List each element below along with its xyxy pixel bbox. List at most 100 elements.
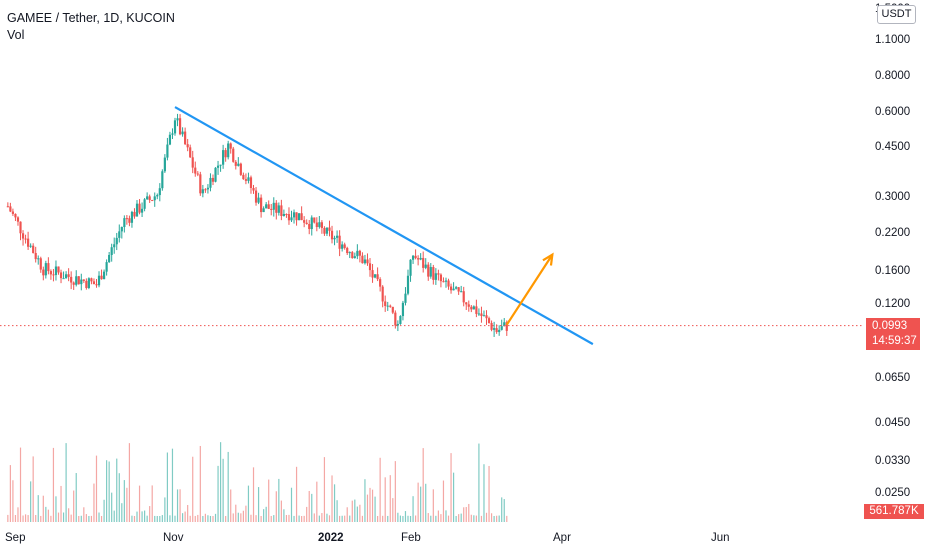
candle-body (257, 197, 260, 203)
candle-body (166, 144, 169, 158)
candle-body (300, 213, 303, 221)
volume-bar (371, 489, 374, 522)
candle-body (249, 177, 253, 189)
candle-body (399, 316, 402, 324)
volume-bar (430, 515, 432, 522)
candle-body (21, 233, 25, 239)
volume-bar (68, 508, 70, 522)
candle-body (323, 227, 326, 234)
candle-body (389, 305, 392, 307)
candle-body (503, 322, 506, 327)
candle-body (194, 167, 197, 174)
volume-bar (349, 515, 351, 522)
candle-body (247, 177, 250, 181)
candle-body (62, 278, 65, 280)
symbol-title[interactable]: GAMEE / Tether, 1D, KUCOIN (7, 11, 175, 25)
candle-body (455, 287, 458, 289)
candle-body (24, 238, 27, 240)
candle-body (242, 174, 245, 180)
candle-body (239, 163, 242, 175)
price-tick-label: 0.0330 (875, 455, 910, 467)
volume-bar (123, 480, 125, 522)
candle-body (277, 205, 280, 213)
volume-bar (207, 515, 209, 522)
candle-body (353, 256, 356, 259)
volume-bar (361, 515, 364, 522)
price-tick-label: 0.3000 (875, 191, 910, 203)
candle-body (460, 291, 463, 293)
volume-bar (437, 510, 439, 522)
volume-bar (50, 515, 52, 522)
volume-bar (488, 465, 490, 522)
volume-bar (354, 499, 356, 522)
candle-body (214, 167, 217, 182)
candle-body (401, 302, 405, 317)
volume-bar (202, 515, 204, 522)
candle-body (52, 274, 55, 276)
volume-bar (255, 515, 257, 522)
volume-bar (169, 515, 171, 522)
volume-bar (90, 515, 93, 522)
volume-bar (414, 515, 417, 522)
candle-body (158, 188, 161, 196)
volume-bar (316, 481, 318, 522)
price-tick-label: 0.0650 (875, 372, 910, 384)
candle-body (358, 250, 361, 256)
volume-bar (136, 511, 138, 522)
volume-bar (339, 515, 341, 522)
volume-bar (217, 465, 219, 522)
candle-body (19, 221, 22, 234)
candle-body (315, 222, 318, 228)
volume-indicator-label[interactable]: Vol (7, 28, 25, 42)
currency-unit-button[interactable]: USDT (877, 5, 916, 24)
candle-body (356, 250, 359, 257)
candle-body (363, 259, 367, 264)
candle-body (406, 275, 410, 294)
candle-body (204, 189, 207, 191)
candle-body (100, 275, 103, 280)
candle-body (42, 269, 45, 276)
volume-bar (427, 513, 429, 522)
trendline (174, 106, 594, 346)
volume-bar (498, 515, 500, 522)
volume-bar (30, 481, 32, 522)
candle-body (171, 133, 174, 135)
volume-bar (57, 512, 60, 522)
volume-bar (440, 514, 442, 522)
volume-bar (387, 515, 389, 522)
volume-bar (35, 515, 37, 522)
candle-body (39, 258, 42, 270)
volume-bar (399, 515, 402, 522)
candle-body (351, 252, 354, 259)
candle-body (487, 318, 491, 323)
candle-body (143, 199, 146, 209)
volume-bar (118, 473, 120, 522)
chart-legend: GAMEE / Tether, 1D, KUCOIN Vol (7, 10, 175, 44)
volume-bar (227, 451, 229, 522)
candle-body (381, 286, 384, 302)
candle-body (424, 264, 427, 268)
candle-body (105, 262, 108, 272)
candle-body (444, 280, 448, 282)
volume-bar (73, 490, 75, 522)
candle-body (47, 263, 50, 272)
volume-bar (285, 514, 288, 522)
volume-bar (161, 515, 163, 522)
volume-bar (288, 514, 290, 522)
volume-bar (176, 489, 179, 522)
volume-bar (141, 511, 143, 522)
volume-bar (103, 499, 105, 522)
candle-body (297, 213, 301, 221)
volume-bar (346, 507, 348, 522)
volume-bar (493, 515, 495, 522)
candle-body (80, 279, 83, 285)
time-tick-label: Feb (401, 532, 421, 544)
volume-bar (301, 515, 303, 522)
volume-bar (154, 515, 156, 522)
candle-body (485, 315, 488, 319)
volume-bar (351, 500, 353, 522)
candle-body (475, 306, 478, 314)
volume-bar (156, 515, 158, 522)
candle-body (320, 222, 323, 228)
